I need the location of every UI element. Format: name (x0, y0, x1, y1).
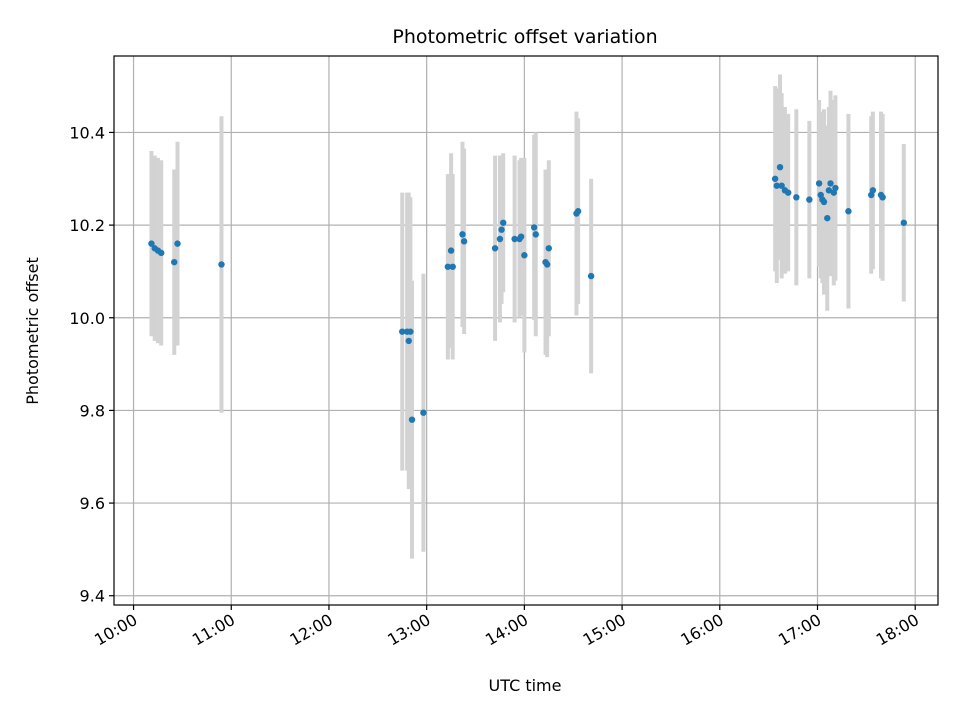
data-point (827, 180, 834, 187)
data-point (408, 416, 416, 423)
data-point (832, 184, 839, 192)
data-point (444, 263, 452, 270)
data-point (491, 245, 499, 252)
data-point (793, 194, 800, 201)
data-point (500, 219, 507, 226)
data-point (879, 194, 886, 201)
y-axis: 9.4 9.6 9.8 10.0 10.2 10.4 (69, 123, 114, 606)
data-point (171, 258, 178, 266)
data-point (447, 247, 455, 254)
data-point (815, 180, 823, 187)
data-point (778, 182, 785, 189)
data-point (545, 245, 552, 252)
y-tick-label: 9.8 (80, 401, 105, 420)
data-point (517, 233, 525, 240)
data-point (407, 328, 414, 335)
data-point (496, 235, 504, 243)
plot-frame (113, 55, 939, 606)
data-point (399, 328, 406, 335)
data-point (824, 214, 831, 222)
data-point (574, 208, 582, 215)
y-axis-label: Photometric offset (23, 257, 42, 405)
data-point (776, 163, 784, 171)
data-point (218, 261, 225, 268)
data-point (773, 182, 780, 189)
data-point (449, 263, 456, 270)
data-point (532, 231, 539, 238)
chart-title: Photometric offset variation (392, 26, 657, 48)
data-points (148, 163, 908, 423)
y-tick-label: 10.2 (69, 216, 105, 235)
data-point (511, 235, 518, 243)
data-point (498, 226, 505, 233)
data-point (543, 261, 551, 268)
data-point (405, 337, 412, 345)
y-tick-label: 10.4 (69, 123, 105, 142)
data-point (521, 252, 528, 259)
data-point (825, 187, 833, 194)
y-tick-label: 10.0 (69, 309, 105, 328)
x-axis-label: UTC time (489, 676, 562, 695)
data-point (459, 231, 466, 238)
data-point (460, 238, 468, 245)
data-point (820, 198, 828, 206)
data-point (869, 187, 877, 194)
data-point (784, 189, 792, 196)
data-point (900, 219, 908, 226)
data-point (530, 224, 538, 231)
data-point (148, 240, 155, 247)
y-tick-label: 9.6 (80, 494, 105, 513)
data-point (420, 409, 427, 416)
data-point (587, 272, 595, 280)
data-point (158, 249, 165, 257)
data-point (174, 240, 181, 247)
data-point (771, 175, 779, 182)
y-tick-label: 9.4 (80, 587, 105, 606)
data-point (845, 208, 852, 215)
data-point (806, 196, 813, 203)
